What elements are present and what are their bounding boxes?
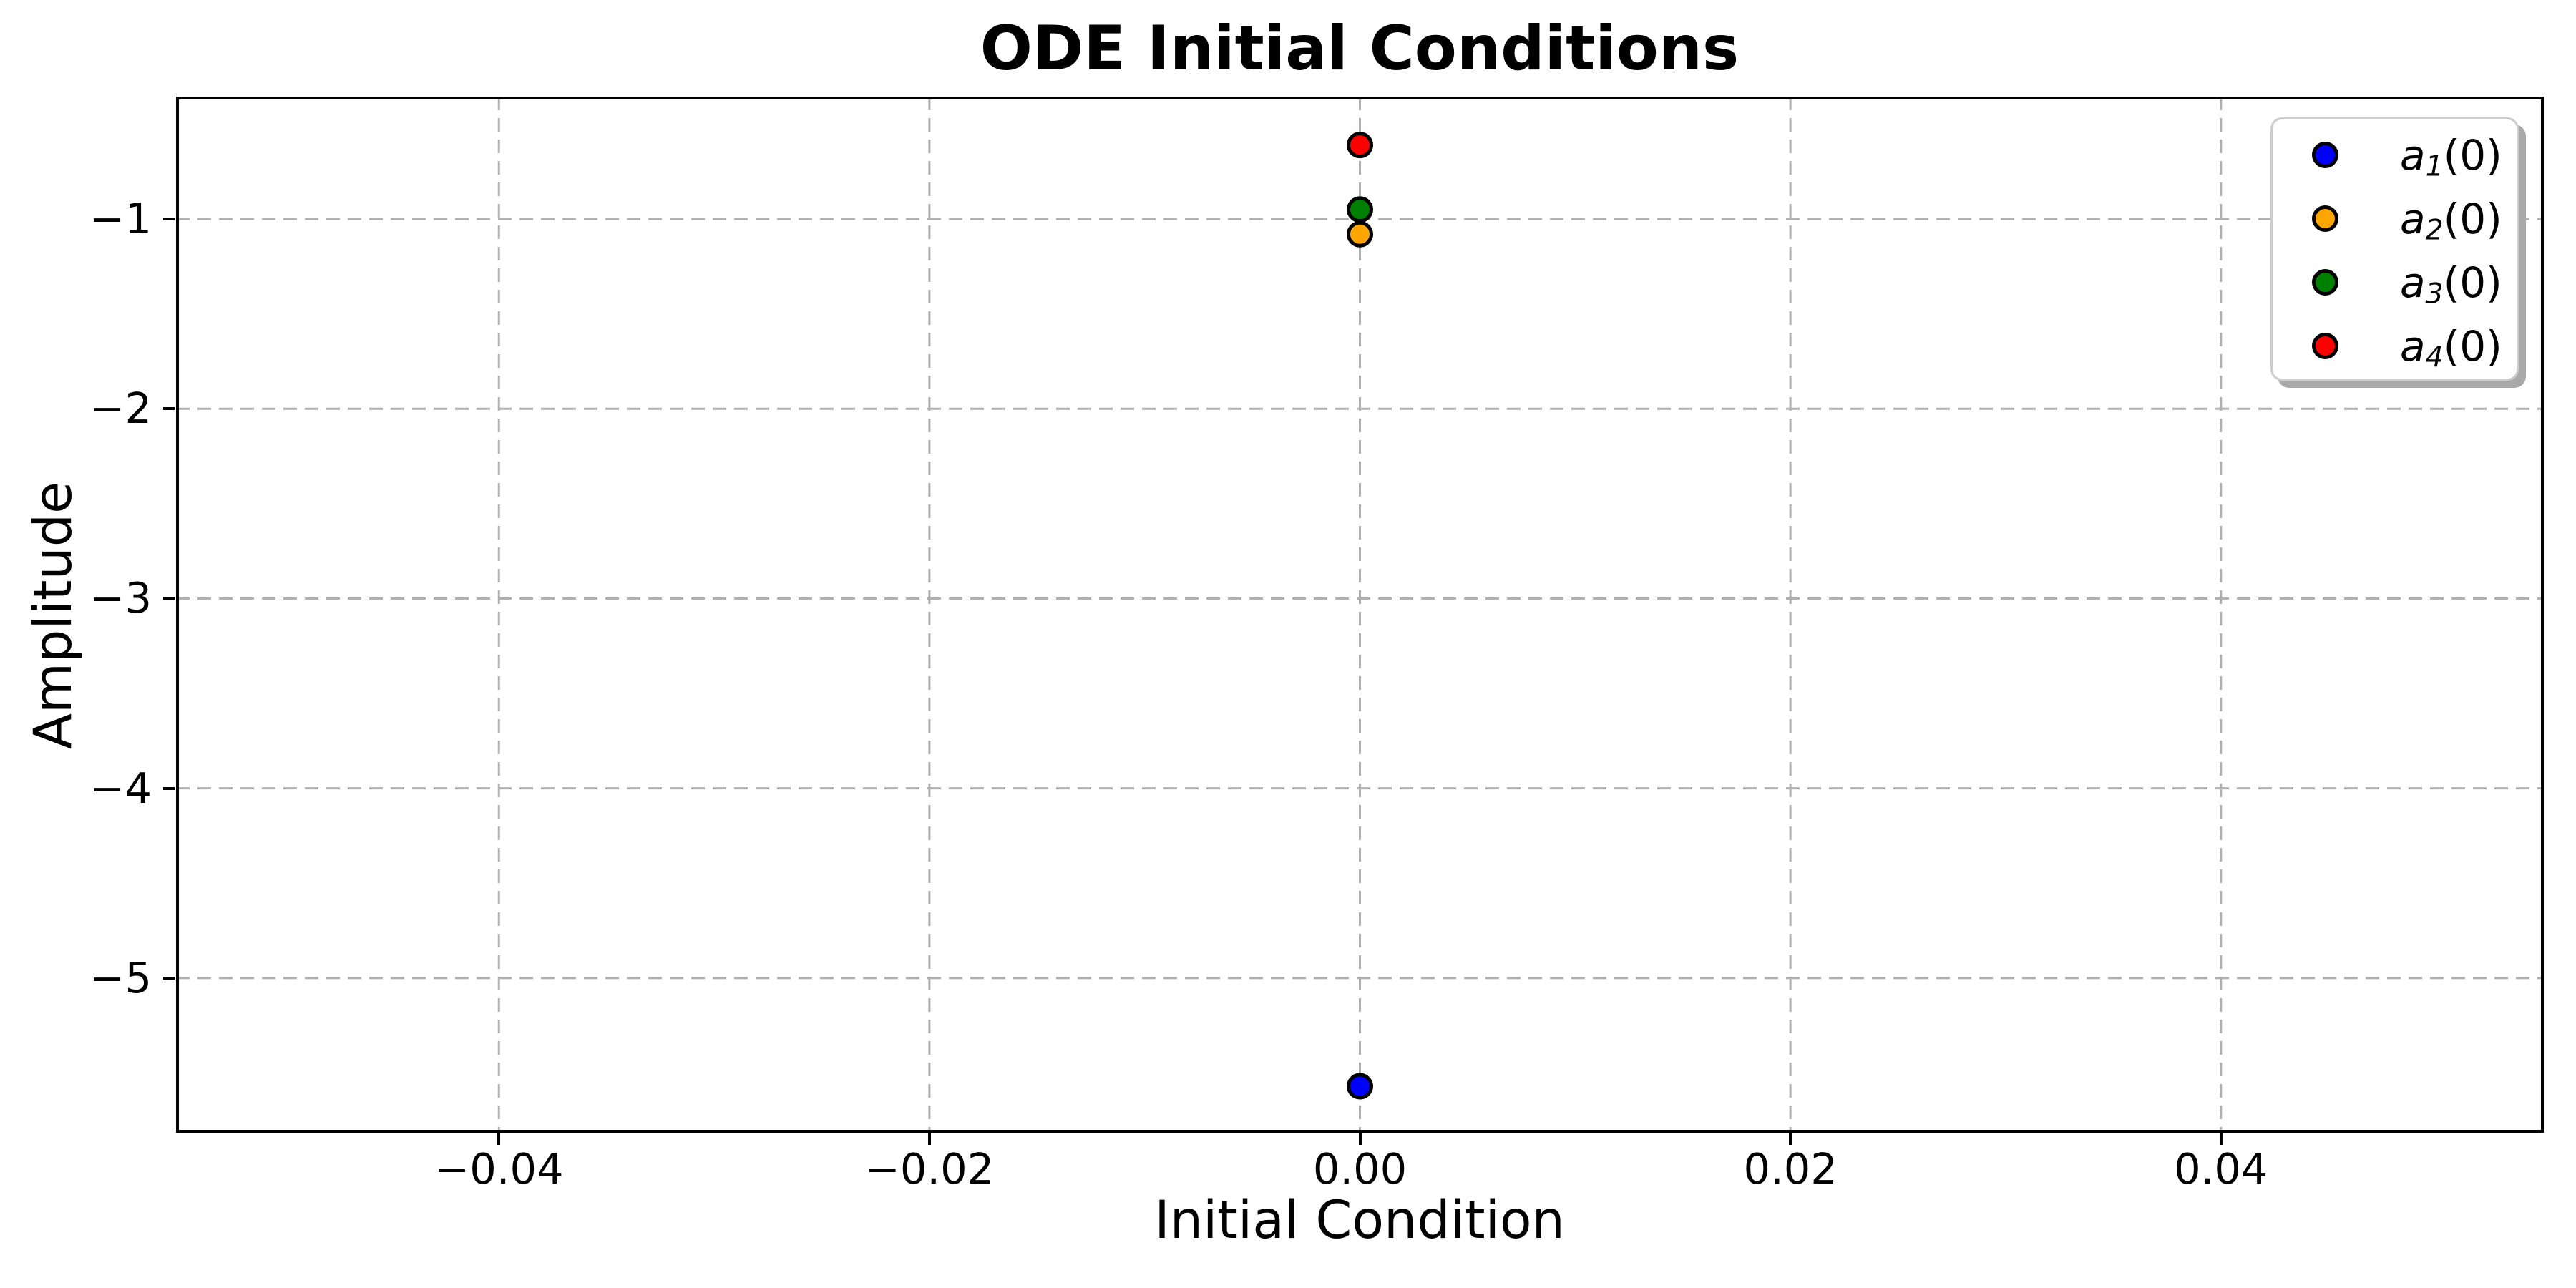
data-point-a3 (1347, 196, 1373, 223)
y-tick-mark (163, 786, 175, 790)
y-tick-label: −1 (89, 194, 152, 244)
plot-frame (176, 97, 2544, 1133)
x-tick-mark (1358, 1133, 1362, 1145)
x-tick-label: −0.02 (864, 1144, 995, 1194)
legend-row-a3: a3(0) (2273, 250, 2517, 314)
legend-marker-a2-icon (2312, 205, 2338, 232)
x-tick-mark (497, 1133, 501, 1145)
x-axis-label: Initial Condition (1154, 1190, 1565, 1251)
x-tick-label: −0.04 (434, 1144, 564, 1194)
legend-marker-a4-icon (2312, 333, 2338, 359)
y-tick-label: −2 (89, 384, 152, 434)
y-tick-label: −5 (89, 952, 152, 1002)
x-tick-mark (927, 1133, 931, 1145)
legend-marker-a3-icon (2312, 269, 2338, 296)
legend-row-a4: a4(0) (2273, 314, 2517, 378)
x-tick-label: 0.00 (1312, 1144, 1407, 1194)
y-tick-mark (163, 597, 175, 600)
x-tick-mark (1789, 1133, 1792, 1145)
y-tick-label: −3 (89, 573, 152, 623)
legend-label-a4: a4(0) (2400, 321, 2502, 374)
y-tick-mark (163, 218, 175, 221)
y-axis-label-text: Amplitude (23, 481, 84, 750)
data-point-a1 (1347, 1073, 1373, 1100)
legend: a1(0) a2(0) a3(0) a4(0) (2270, 117, 2519, 381)
chart-title: ODE Initial Conditions (980, 13, 1740, 84)
legend-row-a1: a1(0) (2273, 123, 2517, 187)
legend-label-a1: a1(0) (2400, 130, 2502, 183)
legend-label-a3: a3(0) (2400, 258, 2502, 311)
x-tick-label: 0.02 (1743, 1144, 1838, 1194)
y-tick-mark (163, 976, 175, 980)
legend-marker-a1-icon (2312, 142, 2338, 168)
data-point-a4 (1347, 132, 1373, 159)
legend-row-a2: a2(0) (2273, 187, 2517, 250)
x-tick-label: 0.04 (2174, 1144, 2268, 1194)
data-point-a2 (1347, 220, 1373, 248)
x-tick-mark (2219, 1133, 2223, 1145)
y-tick-mark (163, 407, 175, 411)
y-tick-label: −4 (89, 763, 152, 813)
plot-area (176, 97, 2544, 1133)
legend-label-a2: a2(0) (2400, 194, 2502, 247)
